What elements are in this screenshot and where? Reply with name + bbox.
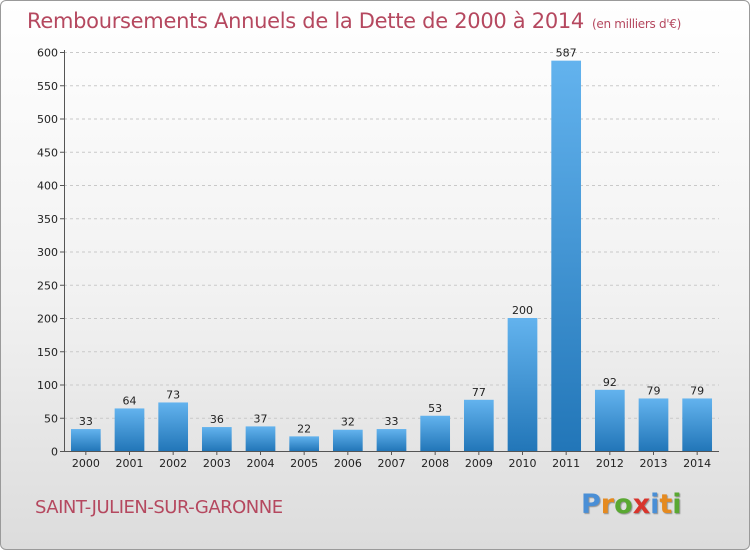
data-label: 79 — [647, 384, 661, 397]
data-label: 200 — [512, 304, 533, 317]
y-tick-label: 450 — [37, 146, 58, 159]
x-tick-label: 2006 — [334, 457, 362, 470]
bars — [70, 60, 713, 452]
y-tick-label: 100 — [37, 379, 58, 392]
bar-2004 — [245, 426, 276, 451]
bar-2014 — [682, 398, 713, 451]
bar-2001 — [114, 408, 145, 451]
x-tick-label: 2011 — [552, 457, 580, 470]
bar-2011 — [551, 60, 582, 452]
data-label: 33 — [385, 415, 399, 428]
x-tick-label: 2014 — [683, 457, 711, 470]
y-tick-label: 350 — [37, 213, 58, 226]
axes — [60, 50, 719, 455]
x-tick-label: 2012 — [596, 457, 624, 470]
data-label: 77 — [472, 386, 486, 399]
y-tick-label: 300 — [37, 246, 58, 259]
data-label: 53 — [428, 402, 442, 415]
x-tick-label: 2008 — [421, 457, 449, 470]
data-label: 33 — [79, 415, 93, 428]
bar-2009 — [463, 399, 494, 451]
bar-2010 — [507, 318, 538, 451]
x-tick-label: 2001 — [116, 457, 144, 470]
logo-letter: i — [672, 489, 682, 520]
bar-2002 — [158, 402, 189, 451]
data-label: 64 — [123, 394, 137, 407]
chart-title-text: Remboursements Annuels de la Dette de 20… — [27, 9, 584, 33]
bar-2008 — [420, 415, 451, 451]
y-tick-label: 0 — [51, 446, 58, 459]
labels: 0 50 100 150 200 250 300 350 400 450 500 550 600 33 20… — [37, 47, 711, 471]
x-tick-label: 2005 — [290, 457, 318, 470]
y-tick-label: 550 — [37, 80, 58, 93]
data-label: 587 — [556, 47, 577, 60]
proxiti-logo: Proxiti — [581, 489, 682, 520]
y-tick-label: 150 — [37, 346, 58, 359]
commune-name: SAINT-JULIEN-SUR-GARONNE — [35, 497, 283, 518]
x-tick-label: 2010 — [509, 457, 537, 470]
logo-letter: x — [632, 489, 651, 520]
bar-2005 — [289, 436, 320, 451]
bar-2000 — [70, 429, 101, 451]
x-tick-label: 2009 — [465, 457, 493, 470]
bar-2013 — [638, 398, 669, 451]
x-tick-label: 2003 — [203, 457, 231, 470]
logo-letter: o — [614, 489, 633, 520]
bar-2003 — [201, 427, 232, 451]
chart-title: Remboursements Annuels de la Dette de 20… — [27, 9, 681, 33]
data-label: 73 — [166, 388, 180, 401]
grid-lines — [64, 52, 719, 419]
data-label: 92 — [603, 376, 617, 389]
x-tick-label: 2000 — [72, 457, 100, 470]
x-tick-label: 2004 — [247, 457, 275, 470]
y-tick-label: 250 — [37, 279, 58, 292]
logo-letter: i — [650, 489, 660, 520]
x-tick-label: 2007 — [378, 457, 406, 470]
data-label: 79 — [690, 384, 704, 397]
y-tick-label: 200 — [37, 313, 58, 326]
y-tick-label: 600 — [37, 47, 58, 60]
y-tick-label: 400 — [37, 180, 58, 193]
logo-letter: P — [581, 489, 601, 520]
data-label: 32 — [341, 416, 355, 429]
y-tick-label: 500 — [37, 113, 58, 126]
bar-2007 — [376, 429, 407, 451]
y-tick-label: 50 — [44, 412, 58, 425]
data-label: 22 — [297, 422, 311, 435]
logo-letter: r — [600, 489, 615, 520]
x-tick-label: 2002 — [159, 457, 187, 470]
data-label: 37 — [254, 412, 268, 425]
x-tick-label: 2013 — [640, 457, 668, 470]
data-label: 36 — [210, 413, 224, 426]
chart-unit: (en milliers d'€) — [592, 17, 682, 31]
bar-2006 — [332, 429, 363, 451]
logo-letter: t — [659, 489, 673, 520]
bar-2012 — [594, 389, 625, 451]
